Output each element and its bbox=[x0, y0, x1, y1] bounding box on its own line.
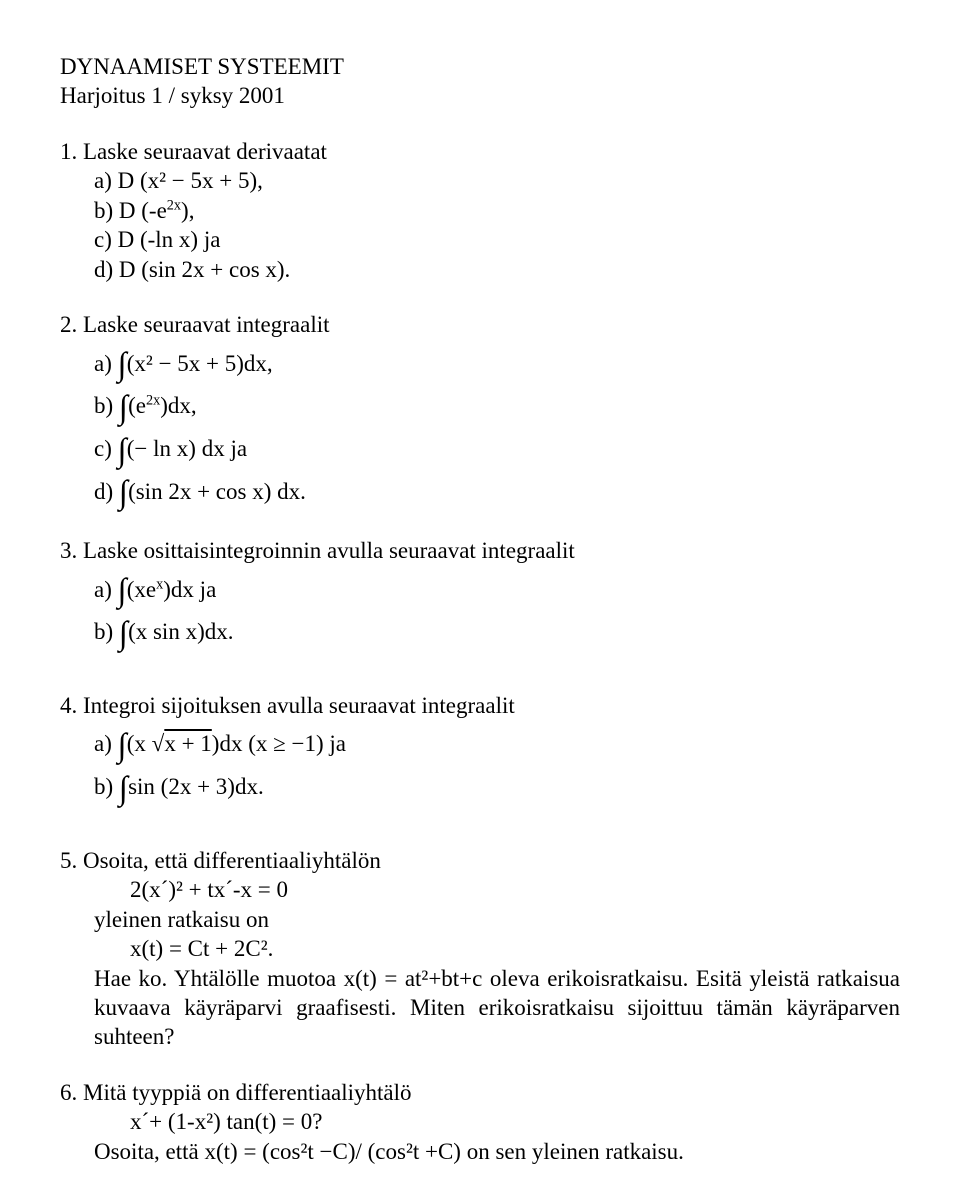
question-2: 2. Laske seuraavat integraalit a) ∫(x² −… bbox=[60, 310, 900, 510]
q1-b-prefix: b) D (-e bbox=[94, 198, 167, 223]
q2-stem: 2. Laske seuraavat integraalit bbox=[60, 310, 900, 339]
q4-b-label: b) bbox=[94, 774, 119, 799]
question-5: 5. Osoita, että differentiaaliyhtälön 2(… bbox=[60, 846, 900, 1052]
q3-b-integrand: (x sin x)dx. bbox=[128, 619, 233, 644]
question-1: 1. Laske seuraavat derivaatat a) D (x² −… bbox=[60, 137, 900, 284]
q4-b-integrand: sin (2x + 3)dx. bbox=[128, 774, 264, 799]
q6-stem: 6. Mitä tyyppiä on differentiaaliyhtälö bbox=[60, 1078, 900, 1107]
q2-a-label: a) bbox=[94, 351, 118, 376]
integral-icon: ∫ bbox=[118, 570, 127, 613]
course-title: DYNAAMISET SYSTEEMIT bbox=[60, 52, 900, 81]
q5-mid: yleinen ratkaisu on bbox=[94, 905, 900, 934]
q2-b-post: )dx, bbox=[160, 393, 196, 418]
q2-b: b) ∫(e2x)dx, bbox=[94, 382, 900, 425]
q5-paragraph: Hae ko. Yhtälölle muotoa x(t) = at²+bt+c… bbox=[94, 964, 900, 1052]
q4-a-pre: (x √ bbox=[127, 731, 165, 756]
q2-d-label: d) bbox=[94, 479, 119, 504]
q3-a-pre: (xe bbox=[127, 577, 156, 602]
integral-icon: ∫ bbox=[119, 387, 128, 430]
q2-a: a) ∫(x² − 5x + 5)dx, bbox=[94, 340, 900, 383]
q1-a: a) D (x² − 5x + 5), bbox=[94, 166, 900, 195]
q5-eq2: x(t) = Ct + 2C². bbox=[130, 934, 900, 963]
q1-b-suffix: ), bbox=[181, 198, 194, 223]
q3-a-post: )dx ja bbox=[163, 577, 216, 602]
q6-answer: Osoita, että x(t) = (cos²t −C)/ (cos²t +… bbox=[94, 1137, 900, 1166]
integral-icon: ∫ bbox=[118, 344, 127, 387]
q4-a-label: a) bbox=[94, 731, 118, 756]
q4-a: a) ∫(x √x + 1)dx (x ≥ −1) ja bbox=[94, 720, 900, 763]
q2-d: d) ∫(sin 2x + cos x) dx. bbox=[94, 468, 900, 511]
question-3: 3. Laske osittaisintegroinnin avulla seu… bbox=[60, 536, 900, 651]
integral-icon: ∫ bbox=[119, 472, 128, 515]
q3-b: b) ∫(x sin x)dx. bbox=[94, 608, 900, 651]
q4-a-radicand: x + 1 bbox=[164, 731, 211, 756]
q4-a-post: )dx (x ≥ −1) ja bbox=[212, 731, 346, 756]
q4-stem: 4. Integroi sijoituksen avulla seuraavat… bbox=[60, 691, 900, 720]
integral-icon: ∫ bbox=[119, 768, 128, 811]
q2-b-label: b) bbox=[94, 393, 119, 418]
question-6: 6. Mitä tyyppiä on differentiaaliyhtälö … bbox=[60, 1078, 900, 1166]
integral-icon: ∫ bbox=[118, 725, 127, 768]
q1-a-text: a) D (x² − 5x + 5), bbox=[94, 168, 263, 193]
q2-c-label: c) bbox=[94, 436, 118, 461]
q1-d: d) D (sin 2x + cos x). bbox=[94, 255, 900, 284]
q6-eq: x´+ (1-x²) tan(t) = 0? bbox=[130, 1107, 900, 1136]
q3-a: a) ∫(xex)dx ja bbox=[94, 566, 900, 609]
question-4: 4. Integroi sijoituksen avulla seuraavat… bbox=[60, 691, 900, 806]
q2-a-integrand: (x² − 5x + 5)dx, bbox=[127, 351, 273, 376]
q2-b-pre: (e bbox=[128, 393, 146, 418]
course-subtitle: Harjoitus 1 / syksy 2001 bbox=[60, 81, 900, 110]
q2-c: c) ∫(− ln x) dx ja bbox=[94, 425, 900, 468]
q1-stem: 1. Laske seuraavat derivaatat bbox=[60, 137, 900, 166]
q2-d-integrand: (sin 2x + cos x) dx. bbox=[128, 479, 306, 504]
q5-stem: 5. Osoita, että differentiaaliyhtälön bbox=[60, 846, 900, 875]
q2-c-integrand: (− ln x) dx ja bbox=[127, 436, 247, 461]
integral-icon: ∫ bbox=[118, 430, 127, 473]
q1-b-exp: 2x bbox=[167, 197, 181, 213]
q5-eq1: 2(x´)² + tx´-x = 0 bbox=[130, 875, 900, 904]
q3-a-label: a) bbox=[94, 577, 118, 602]
integral-icon: ∫ bbox=[119, 613, 128, 656]
q3-stem: 3. Laske osittaisintegroinnin avulla seu… bbox=[60, 536, 900, 565]
q1-b: b) D (-e2x), bbox=[94, 196, 900, 225]
q3-b-label: b) bbox=[94, 619, 119, 644]
q4-b: b) ∫sin (2x + 3)dx. bbox=[94, 763, 900, 806]
q2-b-exp: 2x bbox=[146, 393, 160, 409]
q1-c: c) D (-ln x) ja bbox=[94, 225, 900, 254]
